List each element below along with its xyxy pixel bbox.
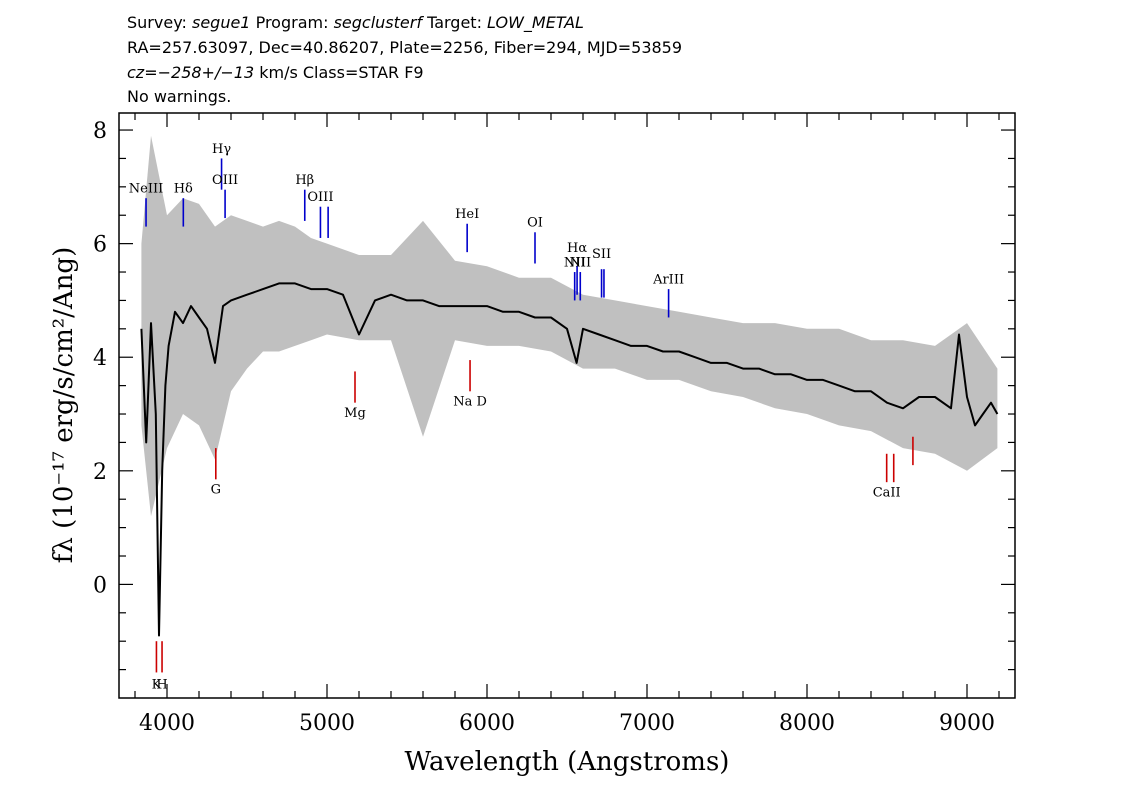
y-tick-label: 8 — [93, 119, 107, 144]
emission-line-label: Hβ — [295, 173, 314, 188]
header-info: Survey: segue1 Program: segclusterf Targ… — [127, 13, 682, 106]
x-axis-title: Wavelength (Angstroms) — [405, 747, 730, 777]
emission-line-label: Hγ — [212, 142, 231, 157]
absorption-line-label: H — [156, 677, 167, 692]
y-tick-label: 0 — [93, 573, 107, 598]
absorption-line-label: Na D — [453, 395, 487, 410]
flux-series — [140, 282, 999, 637]
x-tick-label: 5000 — [299, 711, 355, 736]
noise-envelope — [141, 135, 998, 517]
x-tick-label: 7000 — [619, 711, 675, 736]
emission-line-label: Hδ — [174, 182, 193, 197]
absorption-line-label: G — [211, 483, 221, 498]
x-tick-label: 6000 — [459, 711, 515, 736]
x-tick-label: 4000 — [139, 711, 195, 736]
x-tick-label: 9000 — [939, 711, 995, 736]
absorption-line-label: K — [152, 677, 162, 692]
y-tick-label: 4 — [93, 346, 107, 371]
header-line-4: No warnings. — [127, 87, 231, 106]
emission-line-label: NeIII — [129, 182, 163, 197]
header-line-2: RA=257.63097, Dec=40.86207, Plate=2256, … — [127, 38, 682, 57]
header-line-1: Survey: segue1 Program: segclusterf Targ… — [127, 13, 584, 33]
plot-frame — [118, 112, 1016, 699]
flux-line — [140, 282, 999, 637]
y-tick-label: 2 — [93, 460, 107, 485]
noise-envelope-area — [141, 135, 998, 517]
emission-line-label: ArIII — [652, 272, 684, 287]
y-axis-title: fλ (10⁻¹⁷ erg/s/cm²/Ang) — [49, 247, 79, 563]
emission-line-label: SII — [592, 247, 611, 262]
emission-line-label: OIII — [212, 173, 238, 188]
absorption-line-label: CaII — [873, 485, 901, 500]
emission-line-label: NII — [569, 255, 591, 270]
header-line-3: cz=−258+/−13 km/s Class=STAR F9 — [127, 63, 424, 82]
x-tick-label: 8000 — [779, 711, 835, 736]
emission-line-label: NII — [564, 255, 586, 270]
emission-line-label: OI — [527, 216, 543, 231]
emission-line-label: HeI — [455, 207, 479, 222]
y-tick-label: 6 — [93, 233, 107, 258]
absorption-line-label: Mg — [344, 406, 366, 421]
emission-line-label: OIII — [307, 190, 333, 205]
emission-line-label: Hα — [567, 241, 587, 256]
axis-ticks: 4000 5000 6000 7000 8000 9000 0 2 4 6 8 — [93, 113, 1015, 736]
